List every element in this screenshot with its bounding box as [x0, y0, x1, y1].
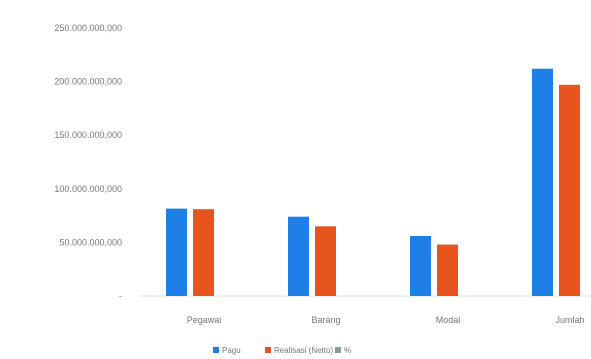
bar-pagu-barang — [288, 217, 309, 296]
y-tick-label: 250.000.000,000 — [54, 23, 122, 33]
legend: Pagu Realisasi (Netto)% — [213, 346, 351, 355]
bars-group — [166, 69, 580, 296]
legend-label: % — [344, 346, 351, 355]
bar-realisasi-netto-jumlah — [559, 85, 580, 296]
bar-realisasi-netto-modal — [437, 245, 458, 296]
bar-pagu-jumlah — [532, 69, 553, 296]
bar-pagu-pegawai — [166, 209, 187, 296]
x-category-label: Jumlah — [555, 315, 584, 325]
y-axis: - 50.000.000,000 100.000.000,000 150.000.00… — [54, 23, 122, 301]
legend-swatch — [335, 347, 341, 353]
y-tick-label: 50.000.000,000 — [59, 237, 122, 247]
x-category-label: Pegawai — [187, 315, 222, 325]
y-tick-label: 200.000.000,000 — [54, 77, 122, 87]
legend-swatch — [265, 347, 271, 353]
x-category-label: Modal — [436, 315, 461, 325]
bar-realisasi-netto-pegawai — [193, 209, 214, 296]
bar-pagu-modal — [410, 236, 431, 296]
y-tick-label: 150.000.000,000 — [54, 130, 122, 140]
legend-swatch — [213, 347, 219, 353]
legend-label: Realisasi (Netto) — [274, 346, 333, 355]
x-axis: Pegawai Barang Modal Jumlah — [187, 315, 585, 325]
y-tick-label: 100.000.000,000 — [54, 184, 122, 194]
legend-label: Pagu — [222, 346, 241, 355]
x-category-label: Barang — [311, 315, 340, 325]
bar-realisasi-netto-barang — [315, 226, 336, 296]
y-tick-label: - — [119, 291, 122, 301]
